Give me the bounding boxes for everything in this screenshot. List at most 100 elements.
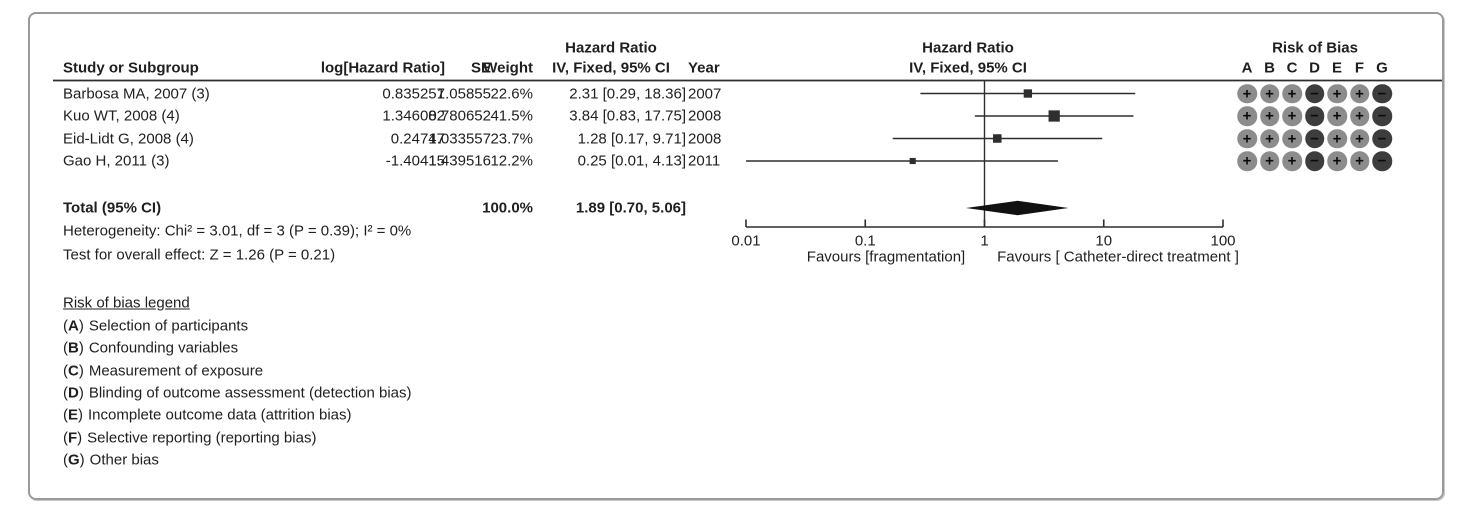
- log-hr-value: 1.346082: [382, 107, 445, 125]
- rob-column-letter: E: [1331, 59, 1343, 77]
- year-value: 2008: [688, 130, 722, 147]
- se-value: 1.05855: [436, 85, 491, 102]
- study-label: Gao H, 2011 (3): [63, 152, 170, 170]
- hazard-ratio-ci-value: 1.28 [0.17, 9.71]: [577, 130, 686, 147]
- rob-high-risk-icon: −: [1372, 128, 1392, 149]
- study-label: Kuo WT, 2008 (4): [63, 107, 180, 125]
- rob-column-letter: C: [1286, 59, 1298, 77]
- year-value: 2011: [688, 152, 721, 170]
- log-hr-value: 0.835257: [382, 85, 445, 102]
- legend-item-text: Selective reporting (reporting bias): [87, 429, 317, 446]
- effect-square: [993, 134, 1002, 143]
- column-header-se: SE: [470, 59, 491, 77]
- legend-item: (D) Blinding of outcome assessment (detec…: [63, 384, 412, 402]
- rob-high-risk-icon: −: [1372, 151, 1392, 171]
- weight-value: 23.7%: [490, 130, 533, 147]
- log-hr-value: 0.24747: [390, 130, 445, 147]
- rob-column-letter: F: [1354, 59, 1365, 77]
- rob-low-risk-icon: +: [1259, 151, 1280, 171]
- hazard-ratio-ci-value: 0.25 [0.01, 4.13]: [577, 152, 686, 170]
- year-value: 2008: [688, 107, 722, 125]
- column-header-hazard-ratio-line1: Hazard Ratio: [565, 39, 657, 57]
- axis-tick-label: 0.1: [854, 232, 876, 250]
- column-header-log-hazard-ratio: log[Hazard Ratio]: [320, 59, 445, 77]
- rob-low-risk-icon: +: [1237, 83, 1257, 104]
- legend-item-text: Selection of participants: [88, 317, 249, 335]
- effect-square: [1023, 89, 1033, 98]
- legend-item: (F) Selective reporting (reporting bias): [63, 429, 317, 446]
- legend-item-key: E: [68, 406, 79, 424]
- rob-high-risk-icon: −: [1304, 106, 1325, 126]
- rob-low-risk-icon: +: [1237, 128, 1257, 149]
- study-label: Eid-Lidt G, 2008 (4): [63, 130, 194, 147]
- rob-column-letter: G: [1376, 59, 1388, 77]
- risk-of-bias-legend-title: Risk of bias legend: [63, 294, 190, 312]
- rob-high-risk-icon: −: [1304, 151, 1325, 171]
- legend-item-key: F: [68, 429, 78, 446]
- se-value: 1.033557: [428, 130, 491, 147]
- legend-item: (E) Incomplete outcome data (attrition bi…: [63, 406, 352, 424]
- legend-item-key: G: [68, 451, 80, 469]
- se-value: 0.780652: [428, 107, 491, 125]
- rob-low-risk-icon: +: [1237, 151, 1257, 171]
- legend-item-key: C: [68, 362, 79, 380]
- legend-item-text: Measurement of exposure: [88, 362, 264, 380]
- rob-low-risk-icon: +: [1259, 83, 1280, 104]
- rob-low-risk-icon: +: [1259, 106, 1280, 126]
- column-header-year: Year: [688, 59, 720, 77]
- rob-low-risk-icon: +: [1327, 83, 1347, 104]
- hazard-ratio-ci-value: 3.84 [0.83, 17.75]: [569, 107, 686, 125]
- rob-low-risk-icon: +: [1349, 128, 1370, 149]
- rob-low-risk-icon: +: [1349, 106, 1370, 126]
- axis-tick-label: 100: [1210, 232, 1236, 250]
- legend-item-text: Incomplete outcome data (attrition bias): [88, 406, 352, 424]
- favours-right-label: Favours [ Catheter-direct treatment ]: [997, 248, 1239, 266]
- se-value: 1.439516: [428, 152, 491, 170]
- rob-low-risk-icon: +: [1282, 151, 1302, 171]
- rob-low-risk-icon: +: [1327, 151, 1347, 171]
- rob-low-risk-icon: +: [1282, 106, 1302, 126]
- hazard-ratio-ci-value: 2.31 [0.29, 18.36]: [569, 85, 686, 102]
- rob-low-risk-icon: +: [1349, 151, 1370, 171]
- rob-low-risk-icon: +: [1327, 128, 1347, 149]
- axis-tick-label: 10: [1095, 232, 1113, 250]
- weight-value: 41.5%: [490, 107, 533, 125]
- pooled-diamond: [966, 200, 1069, 216]
- rob-low-risk-icon: +: [1349, 83, 1370, 104]
- total-hazard-ratio-ci: 1.89 [0.70, 5.06]: [575, 199, 686, 217]
- total-row-label: Total (95% CI): [63, 199, 162, 217]
- legend-item-key: A: [68, 317, 79, 335]
- legend-item-text: Other bias: [89, 451, 159, 469]
- column-header-hazard-ratio-line2: IV, Fixed, 95% CI: [552, 59, 670, 77]
- rob-high-risk-icon: −: [1304, 83, 1325, 104]
- study-label: Barbosa MA, 2007 (3): [63, 85, 210, 102]
- axis-tick-label: 1: [980, 232, 989, 250]
- log-hr-value: -1.40415: [385, 152, 445, 170]
- rob-low-risk-icon: +: [1259, 128, 1280, 149]
- effect-square: [909, 157, 916, 165]
- legend-item: (C) Measurement of exposure: [63, 362, 264, 380]
- legend-item-text: Blinding of outcome assessment (detectio…: [88, 384, 412, 402]
- rob-column-letter: A: [1241, 59, 1253, 77]
- axis-tick-label: 0.01: [731, 232, 761, 250]
- rob-high-risk-icon: −: [1372, 83, 1392, 104]
- figure-frame: [28, 12, 1444, 500]
- plot-header-hazard-ratio: Hazard Ratio: [922, 39, 1014, 57]
- legend-item: (G) Other bias: [63, 451, 159, 469]
- rob-low-risk-icon: +: [1237, 106, 1257, 126]
- column-header-study: Study or Subgroup: [63, 59, 199, 77]
- year-value: 2007: [688, 85, 722, 102]
- effect-square: [1048, 110, 1060, 122]
- rob-column-letter: B: [1264, 59, 1275, 77]
- risk-of-bias-title: Risk of Bias: [1272, 39, 1358, 57]
- column-header-weight: Weight: [483, 59, 533, 77]
- legend-item-key: B: [68, 339, 79, 357]
- rob-high-risk-icon: −: [1372, 106, 1392, 126]
- heterogeneity-stats: Heterogeneity: Chi² = 3.01, df = 3 (P = …: [63, 222, 412, 240]
- rob-column-letter: D: [1309, 59, 1320, 77]
- legend-item-text: Confounding variables: [88, 339, 239, 357]
- weight-value: 22.6%: [490, 85, 533, 102]
- rob-low-risk-icon: +: [1282, 128, 1302, 149]
- rob-low-risk-icon: +: [1282, 83, 1302, 104]
